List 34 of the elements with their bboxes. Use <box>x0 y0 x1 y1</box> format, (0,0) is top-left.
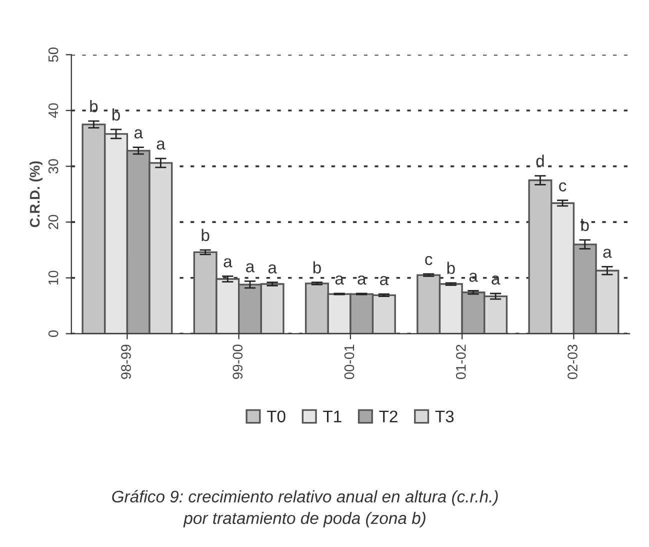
y-tick-label: 30 <box>48 159 58 174</box>
y-tick-label: 10 <box>48 270 58 285</box>
data-label: a <box>134 129 143 138</box>
data-label: a <box>492 275 500 285</box>
x-tick-label: 98-99 <box>121 344 131 379</box>
y-axis-title: C.R.D. (%) <box>30 161 42 228</box>
y-tick-label: 20 <box>48 214 58 230</box>
data-label: a <box>224 258 232 268</box>
data-label: a <box>335 275 344 285</box>
legend-label: T1 <box>323 410 342 422</box>
x-tick-label: 99-00 <box>232 344 243 379</box>
y-tick-label: 40 <box>48 103 58 118</box>
y-tick-label: 50 <box>48 48 58 62</box>
data-label: a <box>358 275 366 285</box>
x-tick-label: 01-02 <box>456 344 466 380</box>
data-label: b <box>447 262 455 274</box>
data-label: b <box>90 100 98 112</box>
legend-label: T3 <box>435 410 454 422</box>
data-label: b <box>202 228 210 242</box>
legend-label: T2 <box>379 410 398 422</box>
text: Gráfico 9: crecimiento relativo anual en altura (c.r.h.) por tratamiento de poda (zona b) <box>112 490 498 528</box>
data-label: a <box>268 264 277 274</box>
data-label: a <box>246 263 255 272</box>
data-label: a <box>603 248 612 258</box>
data-label: c <box>559 182 566 192</box>
data-label: b <box>313 261 321 274</box>
y-tick-label: 0 <box>48 330 58 337</box>
data-label: a <box>156 140 166 150</box>
legend-label: T0 <box>266 410 286 422</box>
data-label: a <box>380 276 389 286</box>
x-tick-label: 02-03 <box>568 344 578 380</box>
x-tick-label: 00-01 <box>344 344 354 380</box>
data-label: c <box>425 256 432 266</box>
data-label: b <box>112 108 120 121</box>
